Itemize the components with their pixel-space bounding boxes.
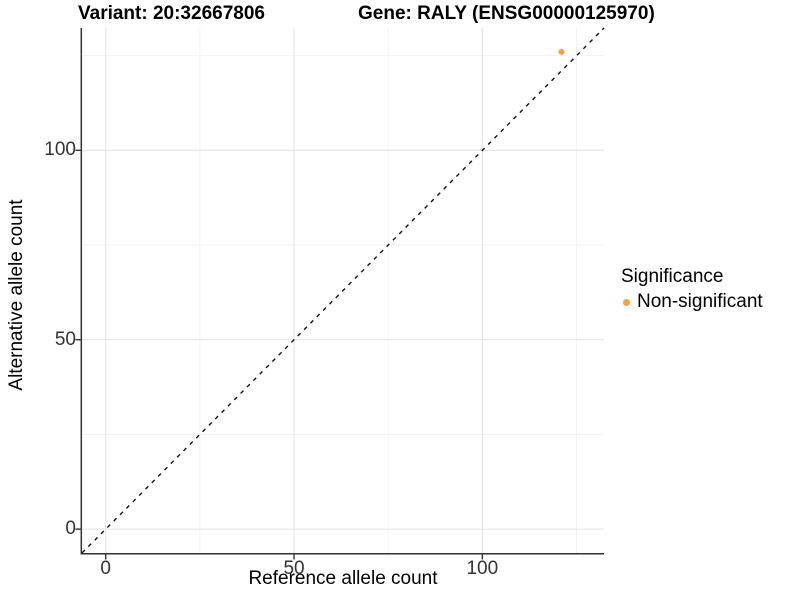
plot-title-variant: Variant: 20:32667806 bbox=[78, 3, 265, 24]
y-tick-label: 0 bbox=[65, 518, 76, 540]
x-axis-title: Reference allele count bbox=[248, 568, 438, 589]
legend-point-swatch-icon bbox=[623, 298, 630, 306]
x-tick-label: 50 bbox=[283, 558, 305, 579]
y-tick-label: 50 bbox=[54, 328, 76, 350]
x-tick-label: 100 bbox=[466, 558, 499, 579]
data-point bbox=[558, 48, 565, 55]
legend: Significance Non-significant bbox=[621, 266, 763, 313]
x-tick-label: 0 bbox=[100, 558, 112, 579]
legend-entry-non-significant: Non-significant bbox=[621, 291, 763, 313]
y-axis-title: Alternative allele count bbox=[6, 199, 27, 391]
identity-line bbox=[81, 27, 605, 554]
plot-title-gene: Gene: RALY (ENSG00000125970) bbox=[358, 3, 655, 24]
legend-entry-label: Non-significant bbox=[637, 291, 763, 312]
y-tick-label: 100 bbox=[44, 139, 76, 161]
legend-title: Significance bbox=[621, 266, 724, 287]
